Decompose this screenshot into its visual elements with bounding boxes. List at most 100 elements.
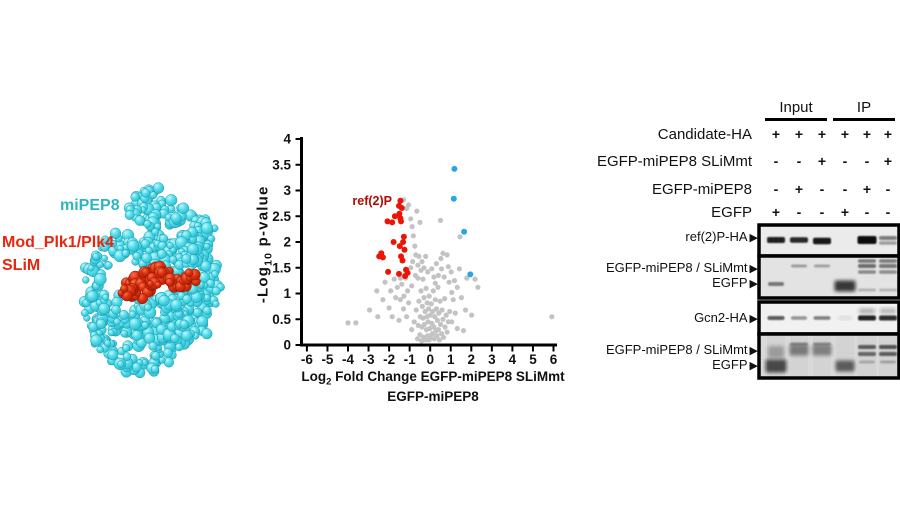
data-point-series-0 xyxy=(406,202,412,208)
atom-sphere xyxy=(98,302,111,315)
data-point-series-0 xyxy=(396,317,402,323)
atom-sphere xyxy=(211,286,221,296)
data-point-series-0 xyxy=(469,312,475,318)
data-point-series-1 xyxy=(399,257,406,264)
y-tick-label: 4 xyxy=(283,132,291,147)
protein-band xyxy=(858,264,876,268)
data-point-series-0 xyxy=(412,243,418,249)
data-point-series-0 xyxy=(389,314,395,320)
data-point-series-1 xyxy=(402,273,409,279)
atom-sphere xyxy=(154,281,162,289)
protein-band xyxy=(858,259,876,263)
protein-band xyxy=(814,264,830,268)
atom-sphere xyxy=(109,227,122,239)
data-point-series-0 xyxy=(435,284,441,290)
atom-sphere xyxy=(82,276,90,284)
data-point-series-0 xyxy=(386,305,392,311)
atom-sphere xyxy=(203,242,211,250)
data-point-series-0 xyxy=(456,266,462,272)
data-point-series-0 xyxy=(440,250,446,256)
data-point-series-2 xyxy=(451,165,458,172)
data-point-series-2 xyxy=(450,195,457,202)
atom-sphere xyxy=(128,310,137,319)
atom-sphere xyxy=(124,210,135,220)
atom-sphere xyxy=(192,307,203,318)
data-point-series-1 xyxy=(385,268,392,275)
protein-band xyxy=(813,316,831,320)
lane-streak xyxy=(813,336,831,376)
data-point-series-0 xyxy=(432,280,438,286)
y-tick-label: 2 xyxy=(283,235,291,250)
data-point-series-1 xyxy=(396,270,402,277)
data-point-series-0 xyxy=(416,298,422,304)
x-tick-label: -2 xyxy=(383,352,395,367)
data-point-series-0 xyxy=(414,208,420,214)
atom-sphere xyxy=(101,293,110,301)
data-point-series-0 xyxy=(434,317,440,323)
blot-box-1 xyxy=(757,254,900,300)
data-point-series-0 xyxy=(375,314,381,320)
atom-sphere xyxy=(184,268,194,278)
x-tick-label: -6 xyxy=(301,352,313,367)
data-point-series-0 xyxy=(393,295,399,301)
data-point-series-0 xyxy=(421,295,427,301)
data-point-series-0 xyxy=(429,331,435,337)
protein-band xyxy=(879,236,897,240)
protein-band xyxy=(768,346,784,358)
atom-sphere xyxy=(107,329,115,337)
atom-sphere xyxy=(151,228,160,236)
data-point-series-0 xyxy=(374,288,380,294)
data-point-series-0 xyxy=(452,310,458,316)
lane-streak xyxy=(790,336,808,376)
protein-structure-model xyxy=(78,182,225,379)
x-tick-label: 0 xyxy=(426,352,434,367)
data-point-series-0 xyxy=(408,216,414,222)
x-tick-label: -5 xyxy=(321,352,333,367)
protein-band xyxy=(813,237,831,245)
data-point-series-0 xyxy=(428,301,434,307)
data-point-series-0 xyxy=(454,284,460,290)
protein-band xyxy=(767,237,785,243)
atom-sphere xyxy=(170,333,180,344)
data-point-series-1 xyxy=(400,233,407,240)
atom-sphere xyxy=(182,294,192,305)
x-tick-label: -1 xyxy=(404,352,416,367)
data-point-series-0 xyxy=(409,283,415,289)
data-point-series-0 xyxy=(446,279,452,285)
data-point-series-0 xyxy=(454,325,460,332)
data-point-series-1 xyxy=(397,197,404,204)
y-tick-label: 1 xyxy=(283,286,291,301)
protein-band xyxy=(834,280,856,292)
protein-band xyxy=(879,270,897,274)
atom-sphere xyxy=(143,219,152,229)
protein-band xyxy=(857,236,877,244)
x-tick-label: 3 xyxy=(488,352,496,367)
data-point-series-0 xyxy=(434,333,440,339)
atom-sphere xyxy=(130,192,140,202)
data-point-series-0 xyxy=(457,234,463,240)
data-point-series-0 xyxy=(410,233,416,239)
x-tick-label: -4 xyxy=(342,352,354,367)
data-point-series-0 xyxy=(421,321,427,327)
data-point-series-0 xyxy=(472,276,478,282)
atom-sphere xyxy=(151,351,161,361)
western-blot-panels xyxy=(757,223,900,380)
data-point-series-0 xyxy=(405,288,411,294)
data-point-series-0 xyxy=(449,319,455,325)
atom-sphere xyxy=(179,319,189,329)
atom-sphere xyxy=(200,222,214,235)
data-point-series-0 xyxy=(443,312,449,318)
atom-sphere xyxy=(141,188,151,198)
protein-band xyxy=(858,288,876,292)
data-point-series-0 xyxy=(421,265,427,271)
atom-sphere xyxy=(201,328,213,340)
atom-sphere xyxy=(96,345,104,354)
data-point-series-0 xyxy=(410,259,416,265)
x-tick-label: 2 xyxy=(468,352,476,367)
data-point-series-0 xyxy=(417,219,423,225)
data-point-series-1 xyxy=(390,239,397,245)
atom-sphere xyxy=(93,272,107,286)
atom-sphere xyxy=(118,309,129,320)
data-point-series-0 xyxy=(433,306,439,312)
